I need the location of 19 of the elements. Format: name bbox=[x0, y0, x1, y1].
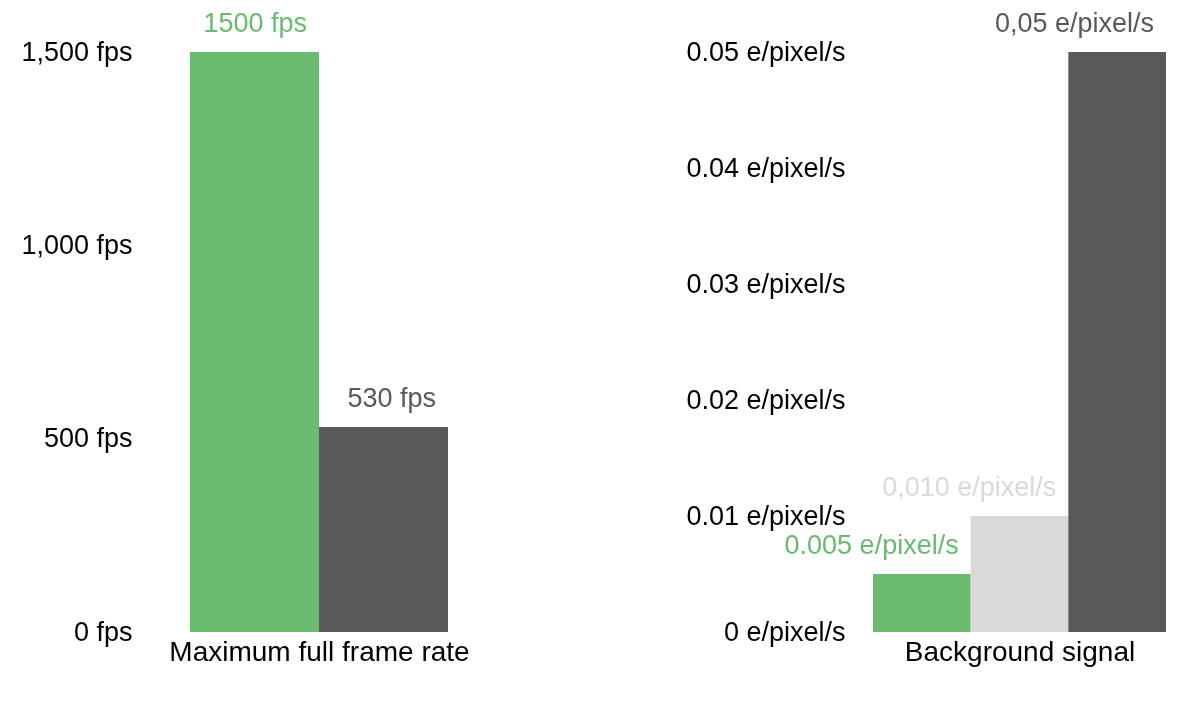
y-tick-label: 0 fps bbox=[73, 616, 133, 647]
y-tick-label: 1,500 fps bbox=[21, 36, 133, 67]
y-tick-label: 0.03 e/pixel/s bbox=[686, 268, 846, 299]
data-label: 0.005 e/pixel/s bbox=[784, 530, 959, 560]
x-axis-title: Background signal bbox=[904, 635, 1136, 667]
bar bbox=[873, 574, 971, 632]
y-tick-label: 500 fps bbox=[43, 423, 133, 454]
bar bbox=[970, 516, 1069, 632]
data-label: 1500 fps bbox=[203, 8, 307, 38]
data-label: 530 fps bbox=[347, 383, 436, 414]
y-tick-label: 0.01 e/pixel/s bbox=[686, 500, 846, 531]
y-tick-label: 0.02 e/pixel/s bbox=[686, 384, 846, 415]
bar bbox=[1068, 52, 1166, 632]
y-tick-label: 0.05 e/pixel/s bbox=[686, 36, 846, 67]
y-tick-label: 0.04 e/pixel/s bbox=[686, 152, 846, 183]
y-tick-label: 0 e/pixel/s bbox=[723, 616, 846, 647]
x-axis-title: Maximum full frame rate bbox=[169, 635, 470, 667]
y-tick-label: 1,000 fps bbox=[21, 229, 133, 260]
data-label: 0,05 e/pixel/s bbox=[994, 8, 1154, 38]
